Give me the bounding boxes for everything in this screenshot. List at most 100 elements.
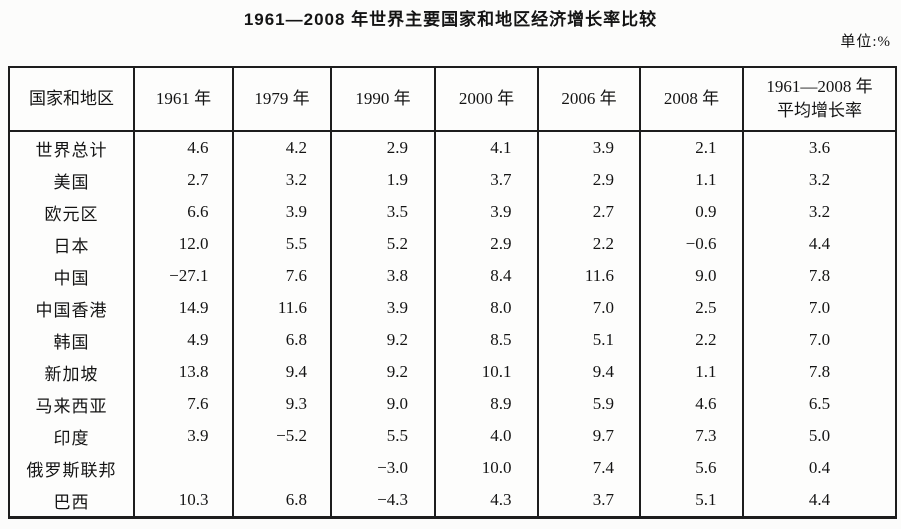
col-header-2006: 2006 年	[537, 67, 640, 132]
col-header-2008: 2008 年	[639, 67, 743, 132]
value-cell: 5.1	[537, 324, 640, 356]
value-cell-average: 5.0	[742, 420, 896, 452]
value-cell-average: 7.0	[742, 292, 896, 324]
value-cell: 7.6	[133, 388, 233, 420]
table-row-japan: 日本 12.0 5.5 5.2 2.9 2.2 −0.6 4.4	[9, 228, 896, 260]
value-cell: 9.4	[537, 356, 640, 388]
value-cell: 6.6	[133, 196, 233, 228]
value-cell: 5.6	[639, 452, 743, 484]
table-row-world: 世界总计 4.6 4.2 2.9 4.1 3.9 2.1 3.6	[9, 131, 896, 164]
value-cell: 5.1	[639, 484, 743, 518]
value-cell: 1.9	[330, 164, 435, 196]
value-cell: 10.3	[133, 484, 233, 518]
value-cell: 3.7	[537, 484, 640, 518]
value-cell: 5.2	[330, 228, 435, 260]
value-cell-average: 0.4	[742, 452, 896, 484]
value-cell-average: 3.2	[742, 164, 896, 196]
value-cell: 5.5	[232, 228, 331, 260]
value-cell: 3.9	[133, 420, 233, 452]
table-row-singapore: 新加坡 13.8 9.4 9.2 10.1 9.4 1.1 7.8	[9, 356, 896, 388]
region-cell: 新加坡	[44, 364, 99, 384]
value-cell: 3.2	[232, 164, 331, 196]
value-cell: 10.1	[434, 356, 538, 388]
col-header-1990: 1990 年	[330, 67, 435, 132]
value-cell	[232, 452, 331, 484]
value-cell: 7.6	[232, 260, 331, 292]
col-header-1979: 1979 年	[232, 67, 331, 132]
col-header-average-line2: 平均增长率	[777, 101, 862, 120]
value-cell: 4.1	[434, 131, 538, 164]
value-cell: 3.9	[434, 196, 538, 228]
col-header-1961: 1961 年	[133, 67, 233, 132]
region-cell: 巴西	[53, 492, 90, 512]
value-cell: 9.2	[330, 356, 435, 388]
value-cell-average: 6.5	[742, 388, 896, 420]
value-cell: 2.1	[639, 131, 743, 164]
value-cell: 3.8	[330, 260, 435, 292]
value-cell: −4.3	[330, 484, 435, 518]
table-row-india: 印度 3.9 −5.2 5.5 4.0 9.7 7.3 5.0	[9, 420, 896, 452]
value-cell: 1.1	[639, 356, 743, 388]
value-cell: 9.3	[232, 388, 331, 420]
value-cell-average: 4.4	[742, 228, 896, 260]
value-cell: 6.8	[232, 484, 331, 518]
col-header-average-line1: 1961—2008 年	[766, 77, 873, 96]
table-title: 1961—2008 年世界主要国家和地区经济增长率比较	[243, 10, 658, 29]
value-cell: 7.3	[639, 420, 743, 452]
value-cell-average: 3.2	[742, 196, 896, 228]
col-header-2000: 2000 年	[434, 67, 538, 132]
value-cell: 6.8	[232, 324, 331, 356]
value-cell: 11.6	[232, 292, 331, 324]
region-cell: 世界总计	[35, 140, 108, 160]
value-cell: −27.1	[133, 260, 233, 292]
unit-label: 单位:%	[840, 34, 891, 50]
value-cell: 3.7	[434, 164, 538, 196]
value-cell: 12.0	[133, 228, 233, 260]
value-cell: 3.9	[537, 131, 640, 164]
value-cell: 1.1	[639, 164, 743, 196]
value-cell: 9.0	[639, 260, 743, 292]
value-cell: 4.0	[434, 420, 538, 452]
value-cell: 2.7	[537, 196, 640, 228]
value-cell-average: 4.4	[742, 484, 896, 518]
table-row-malaysia: 马来西亚 7.6 9.3 9.0 8.9 5.9 4.6 6.5	[9, 388, 896, 420]
value-cell: −3.0	[330, 452, 435, 484]
value-cell: 9.7	[537, 420, 640, 452]
value-cell: −5.2	[232, 420, 331, 452]
value-cell: 0.9	[639, 196, 743, 228]
value-cell: 5.5	[330, 420, 435, 452]
region-cell: 马来西亚	[35, 396, 108, 416]
value-cell: 9.2	[330, 324, 435, 356]
value-cell: 9.4	[232, 356, 331, 388]
table-row-korea: 韩国 4.9 6.8 9.2 8.5 5.1 2.2 7.0	[9, 324, 896, 356]
value-cell: 8.5	[434, 324, 538, 356]
value-cell: 10.0	[434, 452, 538, 484]
col-header-average: 1961—2008 年 平均增长率	[742, 67, 896, 132]
value-cell: 4.9	[133, 324, 233, 356]
value-cell: 2.7	[133, 164, 233, 196]
region-cell: 印度	[53, 428, 90, 448]
table-row-china: 中国 −27.1 7.6 3.8 8.4 11.6 9.0 7.8	[9, 260, 896, 292]
value-cell: 14.9	[133, 292, 233, 324]
table-row-hongkong: 中国香港 14.9 11.6 3.9 8.0 7.0 2.5 7.0	[9, 292, 896, 324]
value-cell: 2.9	[537, 164, 640, 196]
value-cell-average: 3.6	[742, 131, 896, 164]
value-cell: 2.5	[639, 292, 743, 324]
value-cell: 8.9	[434, 388, 538, 420]
value-cell: 8.4	[434, 260, 538, 292]
value-cell: 4.6	[639, 388, 743, 420]
table-row-eurozone: 欧元区 6.6 3.9 3.5 3.9 2.7 0.9 3.2	[9, 196, 896, 228]
value-cell: 11.6	[537, 260, 640, 292]
value-cell: 9.0	[330, 388, 435, 420]
value-cell: −0.6	[639, 228, 743, 260]
value-cell: 4.6	[133, 131, 233, 164]
table-row-russia: 俄罗斯联邦 −3.0 10.0 7.4 5.6 0.4	[9, 452, 896, 484]
region-cell: 中国	[53, 268, 90, 288]
value-cell: 7.0	[537, 292, 640, 324]
region-cell: 美国	[53, 172, 90, 192]
value-cell-average: 7.0	[742, 324, 896, 356]
value-cell: 7.4	[537, 452, 640, 484]
header-row: 国家和地区 1961 年 1979 年 1990 年 2000 年 2006 年…	[9, 67, 896, 132]
value-cell: 3.9	[232, 196, 331, 228]
